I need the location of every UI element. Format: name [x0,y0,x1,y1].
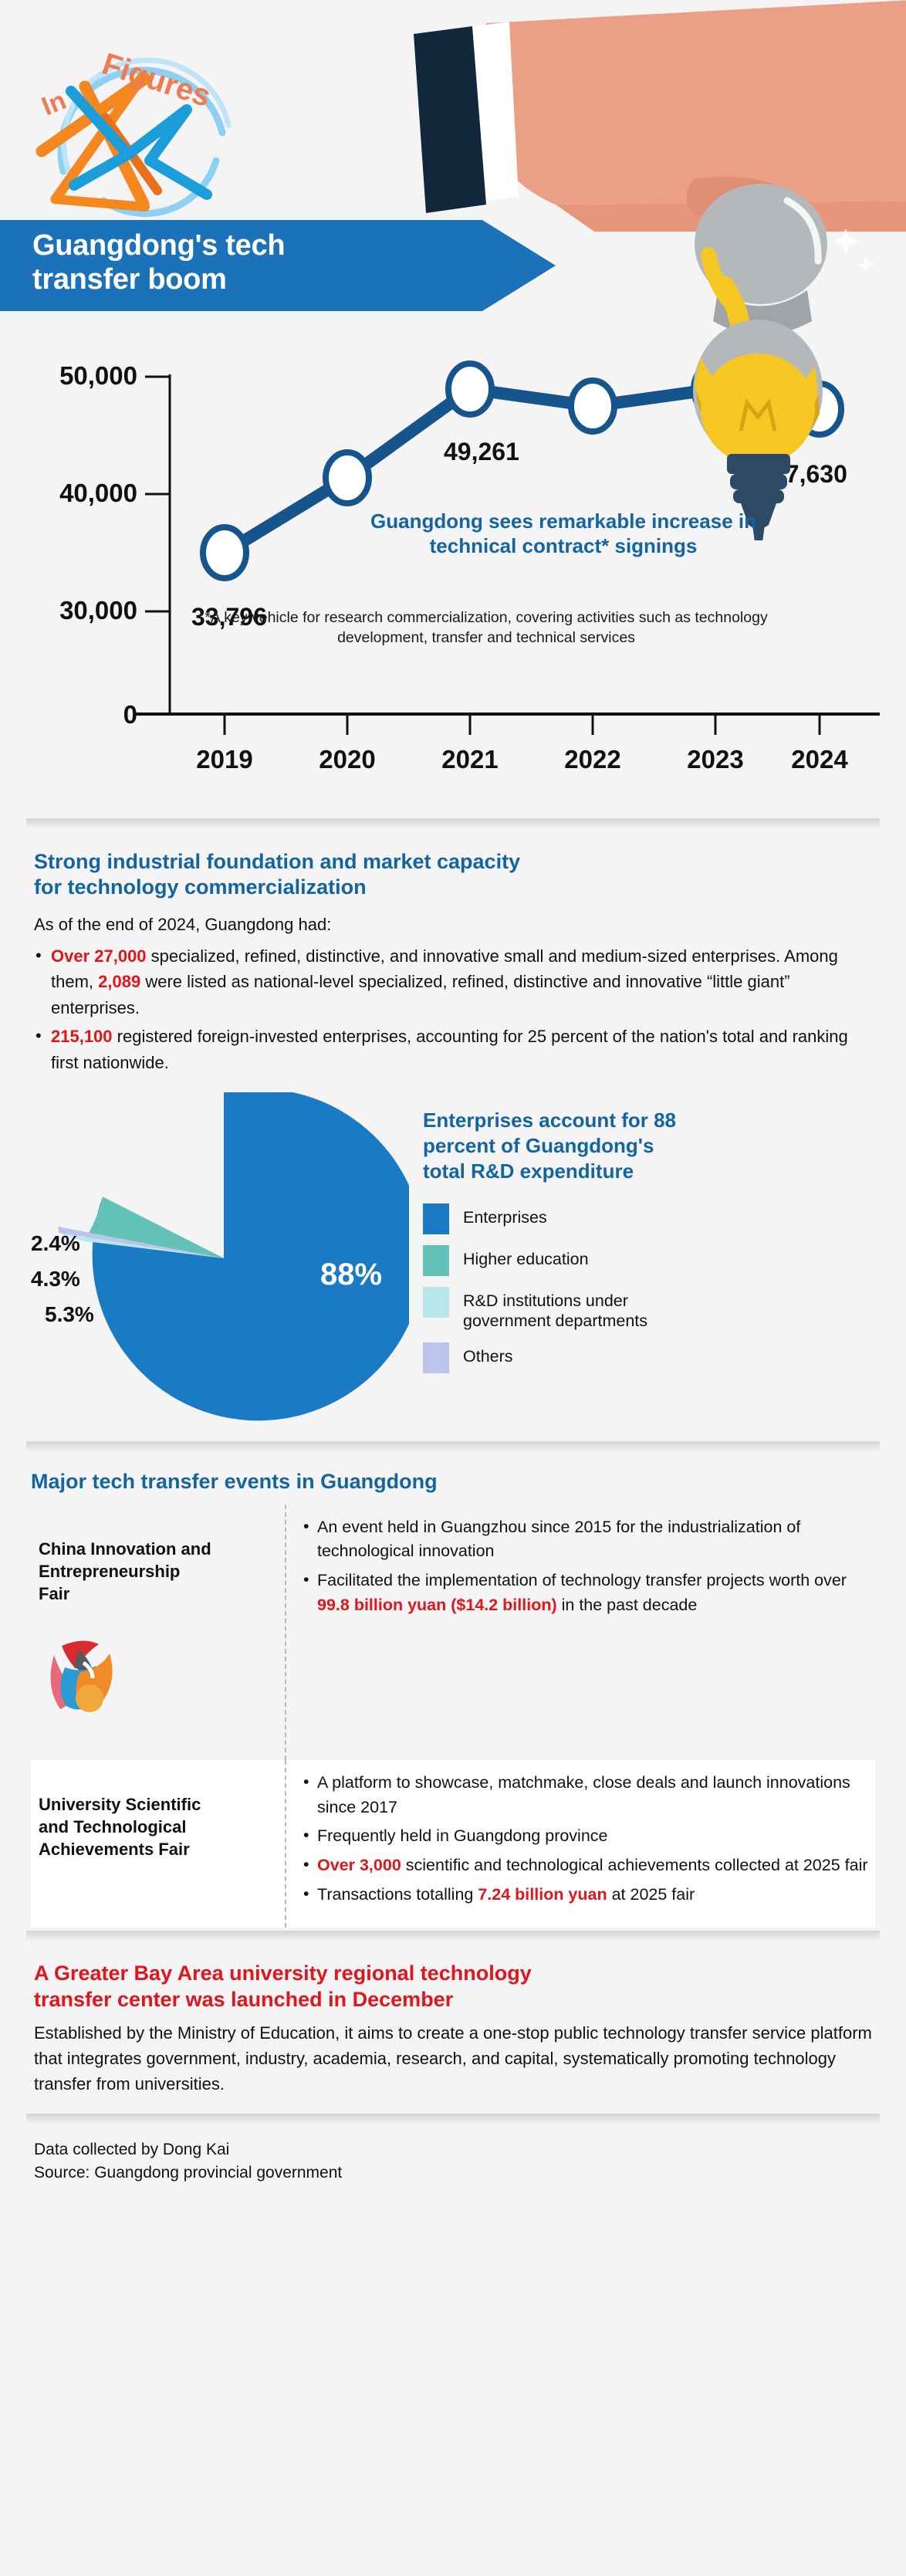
point-label-2021: 49,261 [444,438,519,465]
legend-swatch-rd-institutions [423,1287,449,1318]
pie-label-higher-education: 5.3% [45,1302,94,1327]
table-row: China Innovation and Entrepreneurship Fa… [31,1504,875,1760]
pie-chart-title: Enterprises account for 88 percent of Gu… [423,1109,676,1183]
event-description-cell: A platform to showcase, matchmake, close… [286,1760,875,1928]
y-tick-40000: 40,000 [59,479,137,507]
legend-label-others: Others [463,1346,513,1366]
event-bullet-list: A platform to showcase, matchmake, close… [302,1770,871,1907]
x-tick-2023: 2023 [687,745,743,773]
x-tick-2019: 2019 [196,745,252,773]
banner-arrow-shape [0,220,556,311]
table-row: University Scientific and Technological … [31,1759,875,1928]
event-name-cell: University Scientific and Technological … [31,1759,286,1928]
legend-swatch-enterprises [423,1203,449,1235]
events-table: China Innovation and Entrepreneurship Fa… [31,1504,875,1928]
credit-source-line: Source: Guangdong provincial government [34,2163,343,2182]
gba-center-section: A Greater Bay Area university regional t… [0,1941,906,2097]
y-tick-30000: 30,000 [59,596,137,625]
pie-label-others: 2.4% [31,1231,80,1256]
event-name-cell: China Innovation and Entrepreneurship Fa… [31,1504,286,1760]
industrial-foundation-section: Strong industrial foundation and market … [0,829,906,1076]
industrial-section-title: Strong industrial foundation and market … [34,850,521,899]
pie-label-enterprises: 88% [320,1258,383,1292]
y-tick-50000: 50,000 [59,361,137,390]
list-item: Over 3,000 scientific and technological … [302,1853,871,1878]
rd-expenditure-pie-chart [58,1092,409,1421]
list-item: Frequently held in Guangdong province [302,1823,871,1849]
legend-label-higher-education: Higher education [463,1250,589,1269]
event-name-text: China Innovation and Entrepreneurship Fa… [39,1538,211,1603]
section-divider-1 [26,818,880,829]
line-chart-section: 50,000 40,000 30,000 0 2019 2020 2021 20… [0,184,906,818]
gba-center-body: Established by the Ministry of Education… [34,2023,872,2094]
legend-item-rd-institutions: R&D institutions under government depart… [423,1287,855,1332]
gba-center-title: A Greater Bay Area university regional t… [34,1961,532,2011]
event-bullet-list: An event held in Guangzhou since 2015 fo… [302,1515,871,1618]
legend-label-enterprises: Enterprises [463,1208,547,1227]
chart-footnote: *A key vehicle for research commercializ… [205,609,768,646]
section-divider-4 [26,2113,880,2124]
x-tick-2022: 2022 [564,745,620,773]
pie-slice-rd-institutions [58,1233,224,1259]
list-item: An event held in Guangzhou since 2015 fo… [302,1515,871,1565]
section-divider-3 [26,1930,880,1941]
legend-label-rd-institutions: R&D institutions under government depart… [463,1291,648,1330]
pie-label-rd-institutions: 4.3% [31,1267,80,1291]
chart-callout-text: Guangdong sees remarkable increase in te… [370,509,756,557]
industrial-intro: As of the end of 2024, Guangdong had: [34,914,332,934]
cief-logo [39,1610,271,1722]
events-section-title: Major tech transfer events in Guangdong [31,1470,438,1494]
list-item: 215,100 registered foreign-invested ente… [34,1023,872,1075]
title-banner: Guangdong's tech transfer boom [0,220,556,311]
list-item: Over 27,000 specialized, refined, distin… [34,943,872,1021]
section-divider-2 [26,1441,880,1453]
legend-item-others: Others [423,1342,855,1373]
event-name-text: University Scientific and Technological … [39,1794,201,1859]
events-section: Major tech transfer events in Guangdong … [0,1452,906,1928]
logo-word-in: In [38,86,70,122]
y-tick-0: 0 [123,700,137,729]
list-item: Transactions totalling 7.24 billion yuan… [302,1882,871,1907]
rd-expenditure-pie-section: 88% 2.4% 4.3% 5.3% Enterprises account f… [0,1078,906,1442]
point-label-2019: 33,796 [191,603,267,631]
x-tick-2024: 2024 [791,745,848,773]
x-tick-2021: 2021 [441,745,498,773]
lightbulb-illustration [693,184,874,540]
list-item: A platform to showcase, matchmake, close… [302,1770,871,1820]
pie-slice-others [58,1227,224,1259]
legend-item-higher-education: Higher education [423,1245,855,1277]
industrial-bullet-list: Over 27,000 specialized, refined, distin… [34,943,872,1075]
pie-slice-enterprises [92,1092,409,1421]
legend-swatch-others [423,1342,449,1373]
in-figures-logo: In Figures [28,17,259,225]
legend-swatch-higher-education [423,1245,449,1277]
list-item: Facilitated the implementation of techno… [302,1568,871,1618]
credit-data-line: Data collected by Dong Kai [34,2140,230,2158]
event-description-cell: An event held in Guangzhou since 2015 fo… [286,1505,875,1760]
legend-item-enterprises: Enterprises [423,1203,855,1235]
credits-block: Data collected by Dong Kai Source: Guang… [0,2124,906,2208]
pie-legend: Enterprises Higher education R&D institu… [423,1203,855,1384]
x-tick-2020: 2020 [319,745,375,773]
page-title: Guangdong's tech transfer boom [32,229,286,296]
